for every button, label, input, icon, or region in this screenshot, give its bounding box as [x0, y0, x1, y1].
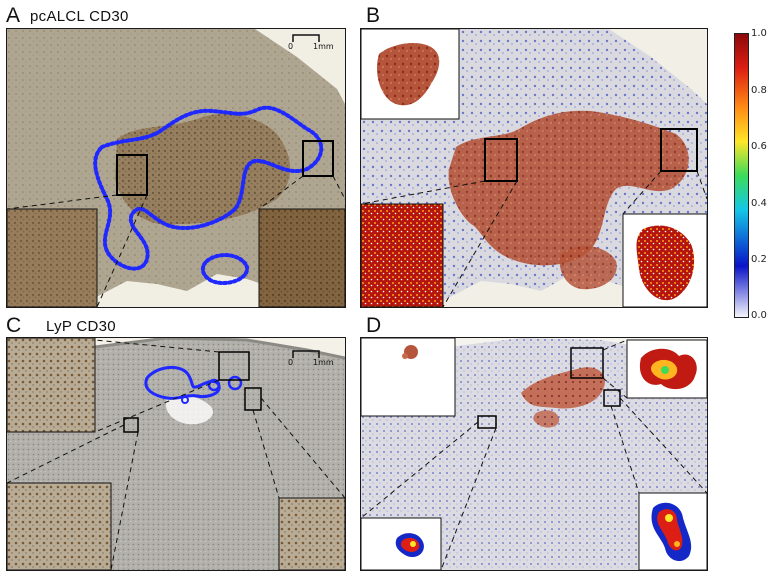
inset-a-right	[258, 208, 345, 307]
inset-c-topleft	[7, 338, 96, 433]
roi-box-b1	[484, 138, 518, 182]
inset-a-left	[7, 208, 98, 307]
colorbar-tick-0-6: 0.6	[751, 141, 767, 152]
inset-d-bottomleft	[361, 517, 442, 570]
roi-box-b2	[660, 128, 698, 172]
panel-label-a: A	[6, 4, 21, 27]
panel-label-b: B	[366, 4, 381, 27]
inset-c-bottomleft	[7, 482, 112, 570]
inset-b-right	[622, 213, 707, 307]
scale-bar-a-right-tick: 1mm	[313, 42, 334, 51]
colorbar	[734, 33, 749, 318]
inset-b-thumbnail	[361, 29, 460, 120]
scale-bar-c-left-tick: 0	[288, 358, 293, 367]
panel-label-d: D	[366, 314, 382, 337]
roi-box-d1	[570, 347, 604, 379]
panel-title-a: pcALCL CD30	[30, 8, 129, 25]
panel-b-heatmap	[360, 28, 708, 308]
colorbar-tick-0-4: 0.4	[751, 198, 767, 209]
scale-bar-c-right-tick: 1mm	[313, 358, 334, 367]
roi-box-a2	[302, 140, 334, 177]
inset-d-bottomright	[638, 492, 707, 570]
scale-bar-a-left-tick: 0	[288, 42, 293, 51]
roi-box-c1	[218, 351, 250, 381]
roi-box-a1	[116, 154, 148, 196]
panel-d-heatmap	[360, 337, 708, 571]
inset-d-thumbnail	[361, 338, 456, 417]
panel-label-c: C	[6, 314, 22, 337]
colorbar-tick-0-2: 0.2	[751, 254, 767, 265]
panel-a-image: 0 1mm	[6, 28, 346, 308]
scale-bar-a	[292, 34, 320, 42]
inset-c-bottomright	[278, 497, 345, 570]
panel-title-c: LyP CD30	[46, 318, 116, 335]
colorbar-tick-1-0: 1.0	[751, 28, 767, 39]
panel-c-image: 0 1mm	[6, 337, 346, 571]
colorbar-tick-0-8: 0.8	[751, 85, 767, 96]
colorbar-tick-0-0: 0.0	[751, 310, 767, 321]
inset-b-left	[361, 203, 444, 307]
inset-d-topright	[626, 339, 707, 399]
